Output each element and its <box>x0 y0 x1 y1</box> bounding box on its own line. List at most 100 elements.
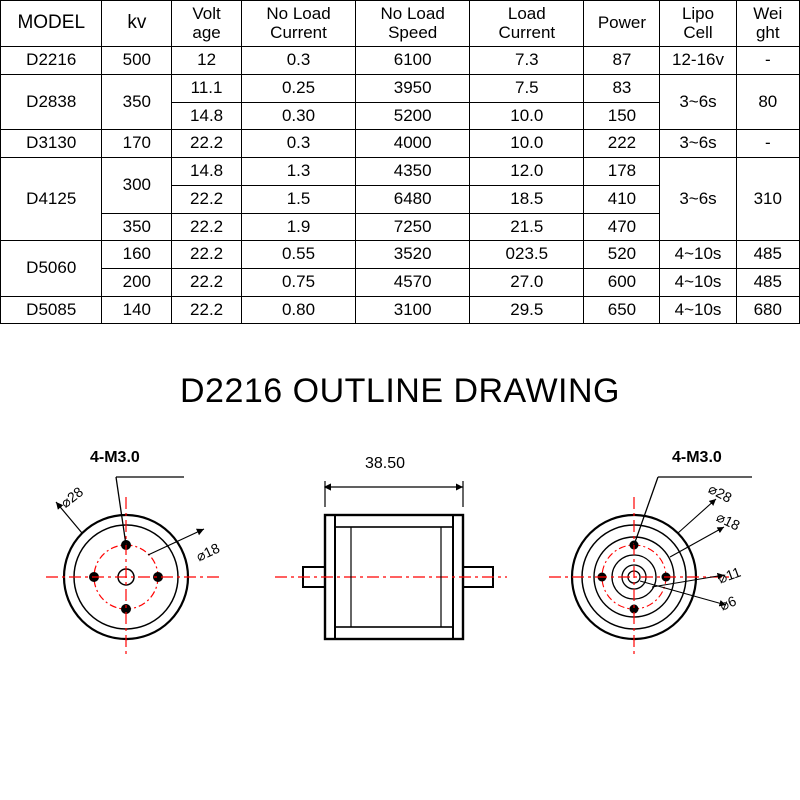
cell-nlc: 0.3 <box>241 130 355 158</box>
hdr-model: MODEL <box>1 1 102 47</box>
cell-kv: 170 <box>102 130 172 158</box>
cell-wt: 310 <box>736 158 799 241</box>
cell-model: D2838 <box>1 75 102 130</box>
right-face-svg <box>522 449 782 659</box>
cell-pwr: 150 <box>584 102 660 130</box>
cell-pwr: 600 <box>584 268 660 296</box>
cell-pwr: 178 <box>584 158 660 186</box>
thread-spec-label: 4-M3.0 <box>672 449 722 467</box>
cell-volt: 22.2 <box>172 241 242 269</box>
cell-volt: 14.8 <box>172 102 242 130</box>
table-row: D2838 350 11.1 0.25 3950 7.5 83 3~6s 80 <box>1 75 800 103</box>
cell-volt: 22.2 <box>172 213 242 241</box>
cell-kv: 350 <box>102 213 172 241</box>
table-row: D5060 160 22.2 0.55 3520 023.5 520 4~10s… <box>1 241 800 269</box>
cell-kv: 500 <box>102 47 172 75</box>
cell-nls: 4570 <box>356 268 470 296</box>
cell-nlc: 1.9 <box>241 213 355 241</box>
cell-volt: 12 <box>172 47 242 75</box>
cell-nls: 4000 <box>356 130 470 158</box>
motor-spec-table: MODEL kv Voltage No LoadCurrent No LoadS… <box>0 0 800 324</box>
cell-lc: 29.5 <box>470 296 584 324</box>
cell-wt: 80 <box>736 75 799 130</box>
cell-lipo: 12-16v <box>660 47 736 75</box>
cell-nls: 3950 <box>356 75 470 103</box>
cell-volt: 22.2 <box>172 268 242 296</box>
cell-kv: 350 <box>102 75 172 130</box>
cell-lc: 10.0 <box>470 130 584 158</box>
hdr-load-current: LoadCurrent <box>470 1 584 47</box>
cell-lc: 27.0 <box>470 268 584 296</box>
cell-lc: 12.0 <box>470 158 584 186</box>
cell-lipo: 4~10s <box>660 296 736 324</box>
hdr-kv: kv <box>102 1 172 47</box>
cell-nlc: 0.30 <box>241 102 355 130</box>
cell-model: D3130 <box>1 130 102 158</box>
hdr-noload-current: No LoadCurrent <box>241 1 355 47</box>
outline-drawing-title: D2216 OUTLINE DRAWING <box>0 372 800 411</box>
table-row: D2216 500 12 0.3 6100 7.3 87 12-16v - <box>1 47 800 75</box>
cell-pwr: 520 <box>584 241 660 269</box>
table-row: D5085 140 22.2 0.80 3100 29.5 650 4~10s … <box>1 296 800 324</box>
cell-volt: 22.2 <box>172 296 242 324</box>
thread-spec-label: 4-M3.0 <box>90 449 140 467</box>
hdr-power: Power <box>584 1 660 47</box>
cell-pwr: 650 <box>584 296 660 324</box>
cell-wt: 485 <box>736 268 799 296</box>
cell-nls: 5200 <box>356 102 470 130</box>
cell-lc: 21.5 <box>470 213 584 241</box>
cell-volt: 14.8 <box>172 158 242 186</box>
table-header-row: MODEL kv Voltage No LoadCurrent No LoadS… <box>1 1 800 47</box>
cell-wt: 485 <box>736 241 799 269</box>
table-row: D4125 300 14.8 1.3 4350 12.0 178 3~6s 31… <box>1 158 800 186</box>
left-face-view: 4-M3.0 ⌀28 ⌀18 <box>18 449 248 659</box>
cell-lipo: 3~6s <box>660 75 736 130</box>
cell-nlc: 0.80 <box>241 296 355 324</box>
cell-nlc: 0.25 <box>241 75 355 103</box>
cell-lipo: 4~10s <box>660 241 736 269</box>
hdr-weight: Weight <box>736 1 799 47</box>
cell-nls: 6480 <box>356 185 470 213</box>
cell-lc: 7.3 <box>470 47 584 75</box>
cell-nlc: 1.5 <box>241 185 355 213</box>
cell-wt: 680 <box>736 296 799 324</box>
outline-drawings-row: 4-M3.0 ⌀28 ⌀18 <box>0 449 800 659</box>
cell-nls: 7250 <box>356 213 470 241</box>
cell-pwr: 410 <box>584 185 660 213</box>
cell-lc: 18.5 <box>470 185 584 213</box>
cell-nls: 3100 <box>356 296 470 324</box>
cell-lc: 7.5 <box>470 75 584 103</box>
cell-model: D5060 <box>1 241 102 296</box>
hdr-noload-speed: No LoadSpeed <box>356 1 470 47</box>
cell-nlc: 0.75 <box>241 268 355 296</box>
cell-volt: 22.2 <box>172 130 242 158</box>
cell-model: D4125 <box>1 158 102 241</box>
table-body: D2216 500 12 0.3 6100 7.3 87 12-16v - D2… <box>1 47 800 324</box>
cell-kv: 300 <box>102 158 172 213</box>
cell-lc: 023.5 <box>470 241 584 269</box>
hdr-lipo: LipoCell <box>660 1 736 47</box>
cell-pwr: 470 <box>584 213 660 241</box>
cell-pwr: 222 <box>584 130 660 158</box>
cell-lipo: 3~6s <box>660 158 736 241</box>
hdr-voltage: Voltage <box>172 1 242 47</box>
cell-nlc: 0.3 <box>241 47 355 75</box>
cell-pwr: 83 <box>584 75 660 103</box>
cell-kv: 200 <box>102 268 172 296</box>
cell-lipo: 3~6s <box>660 130 736 158</box>
cell-nls: 3520 <box>356 241 470 269</box>
cell-model: D5085 <box>1 296 102 324</box>
cell-volt: 22.2 <box>172 185 242 213</box>
cell-lc: 10.0 <box>470 102 584 130</box>
cell-kv: 160 <box>102 241 172 269</box>
cell-volt: 11.1 <box>172 75 242 103</box>
cell-nlc: 1.3 <box>241 158 355 186</box>
table-row: D3130 170 22.2 0.3 4000 10.0 222 3~6s - <box>1 130 800 158</box>
width-dim-label: 38.50 <box>365 455 405 473</box>
cell-model: D2216 <box>1 47 102 75</box>
side-view: 38.50 <box>255 449 515 659</box>
cell-wt: - <box>736 130 799 158</box>
cell-wt: - <box>736 47 799 75</box>
cell-pwr: 87 <box>584 47 660 75</box>
cell-kv: 140 <box>102 296 172 324</box>
